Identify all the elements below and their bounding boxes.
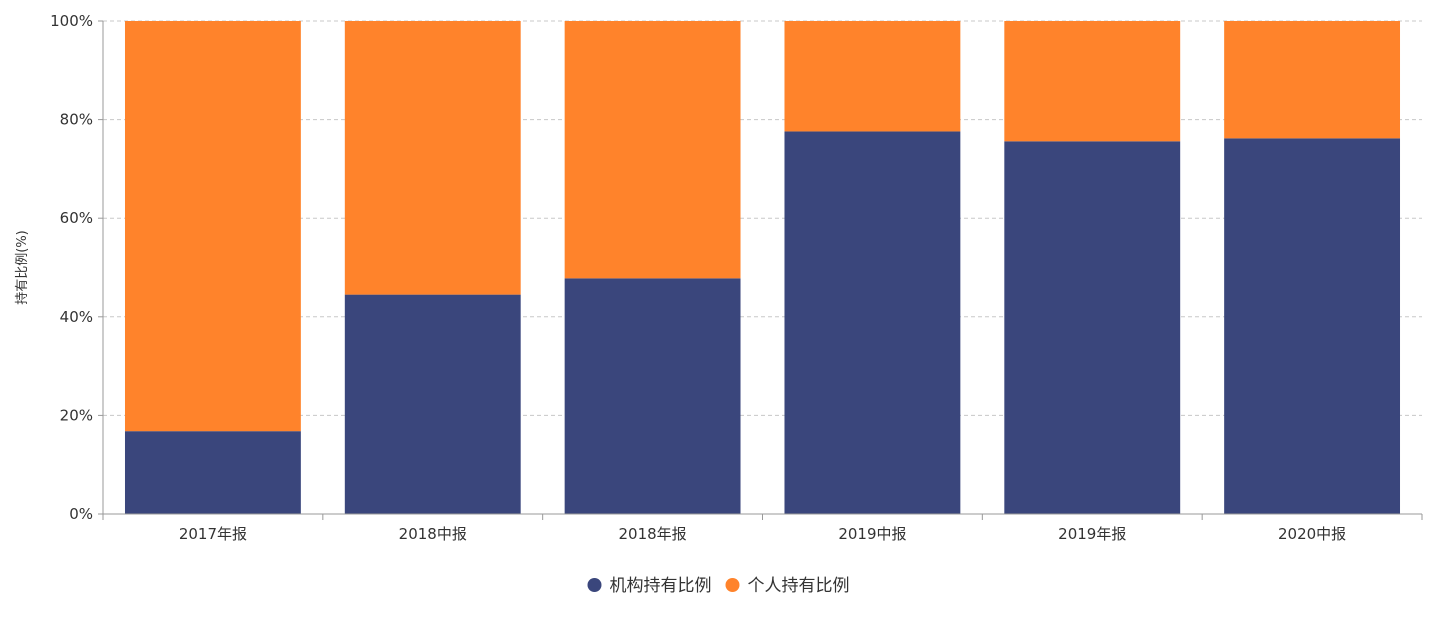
bar-segment-institution[interactable] bbox=[1004, 141, 1181, 515]
legend-marker bbox=[587, 578, 602, 592]
x-category-label: 2020中报 bbox=[1278, 525, 1346, 543]
bar-segment-individual[interactable] bbox=[564, 21, 741, 279]
y-tick-label: 100% bbox=[50, 12, 93, 30]
y-tick-label: 80% bbox=[60, 111, 93, 129]
y-axis-ticks: 0% 20% 40% 60% 80% 100% bbox=[50, 12, 103, 523]
bar-segment-institution[interactable] bbox=[784, 131, 961, 514]
bar-segment-individual[interactable] bbox=[1004, 21, 1181, 142]
x-category-label: 2019年报 bbox=[1058, 525, 1126, 543]
y-axis-title: 持有比例(%) bbox=[15, 230, 30, 305]
y-tick-label: 40% bbox=[60, 308, 93, 326]
legend-label: 个人持有比例 bbox=[748, 576, 850, 596]
legend-item-individual[interactable]: 个人持有比例 bbox=[725, 576, 850, 596]
legend-marker bbox=[725, 578, 740, 592]
legend-item-institution[interactable]: 机构持有比例 bbox=[587, 576, 712, 596]
x-axis-ticks: 2017年报 2018中报 2018年报 2019中报 2019年报 2020中报 bbox=[102, 514, 1423, 543]
x-category-label: 2017年报 bbox=[179, 525, 247, 543]
bar-segment-institution[interactable] bbox=[344, 294, 521, 514]
grid-lines bbox=[103, 20, 1422, 416]
x-category-label: 2019中报 bbox=[838, 525, 906, 543]
bar-segment-institution[interactable] bbox=[124, 431, 301, 514]
bar-segment-individual[interactable] bbox=[784, 21, 961, 132]
x-category-label: 2018中报 bbox=[399, 525, 467, 543]
legend: 机构持有比例 个人持有比例 bbox=[587, 576, 850, 596]
bar-segment-individual[interactable] bbox=[124, 21, 301, 432]
bar-segment-individual[interactable] bbox=[344, 21, 521, 295]
bar-segment-institution[interactable] bbox=[564, 278, 741, 514]
bars bbox=[124, 21, 1401, 515]
bar-segment-institution[interactable] bbox=[1224, 138, 1401, 515]
legend-label: 机构持有比例 bbox=[610, 576, 712, 596]
y-tick-label: 60% bbox=[60, 209, 93, 227]
y-tick-label: 0% bbox=[69, 505, 93, 523]
x-category-label: 2018年报 bbox=[618, 525, 686, 543]
bar-segment-individual[interactable] bbox=[1224, 21, 1401, 139]
y-tick-label: 20% bbox=[60, 406, 93, 424]
